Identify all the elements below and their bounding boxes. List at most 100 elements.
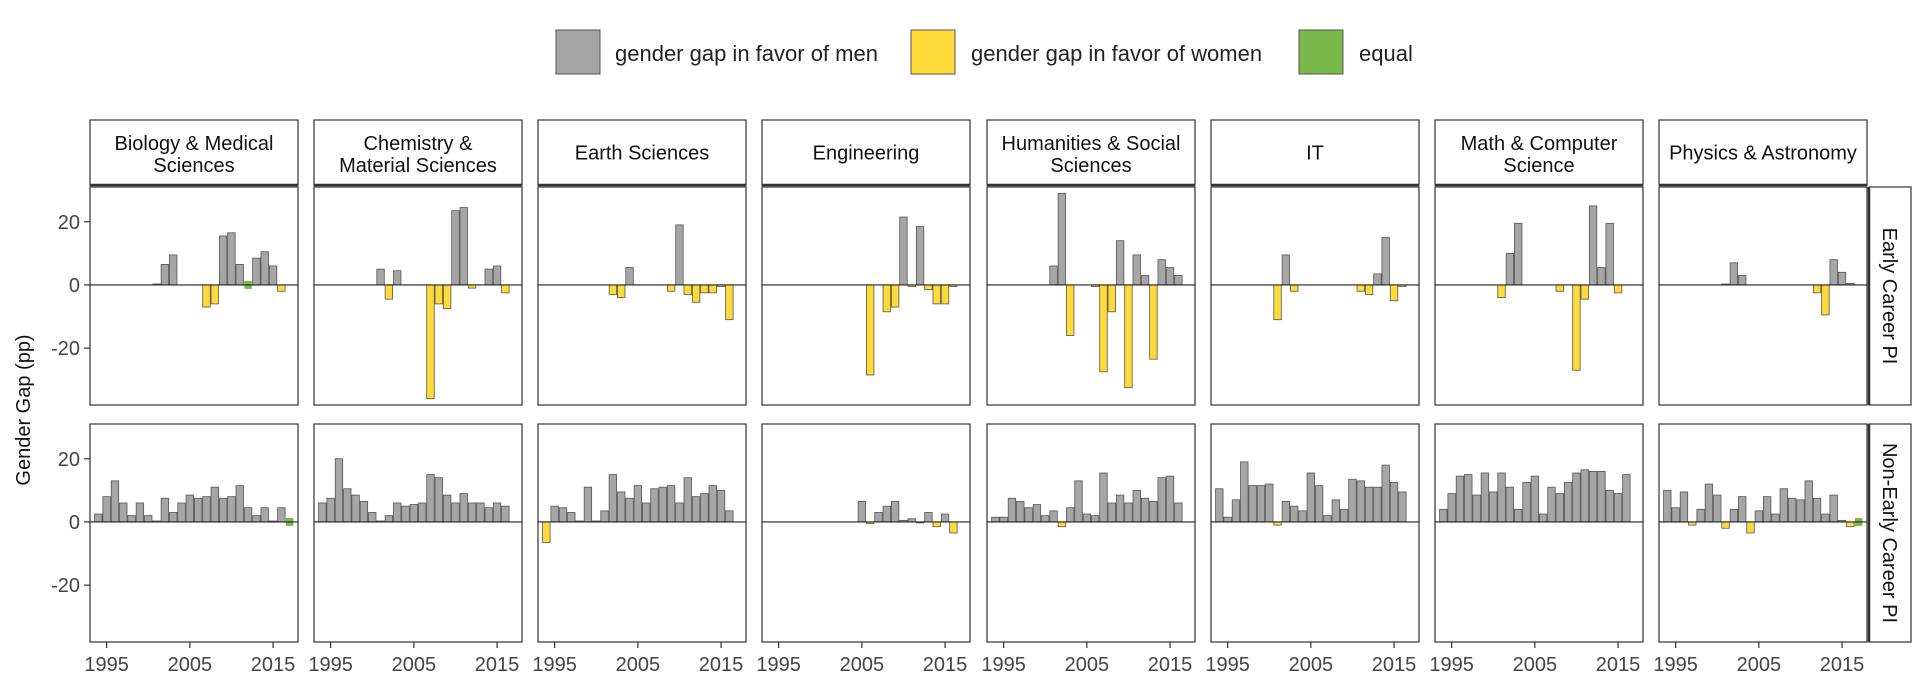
bar-men: [1771, 513, 1780, 523]
bar-women: [924, 284, 933, 291]
bar-men: [1447, 493, 1456, 523]
bar-women: [442, 284, 452, 310]
bar-men: [1240, 461, 1249, 523]
bar-men: [1605, 222, 1614, 286]
bar-men: [608, 474, 618, 523]
legend-key-men: [555, 29, 601, 75]
bar-men: [633, 485, 642, 523]
bar-men: [235, 485, 244, 523]
legend-key-women: [910, 29, 956, 75]
bar-women: [542, 521, 551, 543]
bar-men: [243, 507, 253, 523]
bar-women: [1572, 284, 1581, 371]
strip-row-label-0: Early Career PI: [1878, 228, 1900, 365]
bar-men: [642, 502, 651, 523]
bar-men: [1588, 470, 1598, 523]
x-tick-label: 2005: [168, 654, 213, 676]
bar-men: [484, 268, 493, 286]
bar-men: [376, 268, 385, 286]
bar-men: [550, 505, 559, 523]
bar-men: [202, 496, 211, 523]
panel-r1-c5: [1210, 423, 1420, 643]
panel-frame: [313, 423, 523, 643]
bar-men: [1331, 499, 1340, 523]
bar-men: [1729, 262, 1739, 286]
bar-men: [210, 486, 219, 523]
bar-men: [442, 494, 452, 523]
bar-women: [1721, 521, 1730, 529]
panel-r0-c0: [89, 186, 299, 406]
bar-men: [1489, 491, 1498, 523]
x-tick-label: 2005: [1737, 654, 1782, 676]
x-tick-label: 1995: [1205, 654, 1250, 676]
bar-men: [260, 251, 269, 286]
bar-women: [1746, 521, 1755, 534]
bar-women: [1364, 284, 1374, 295]
bar-men: [1663, 489, 1672, 523]
bar-men: [393, 502, 402, 523]
bar-men: [1265, 483, 1274, 523]
x-tick-label: 1995: [1653, 654, 1698, 676]
bar-men: [1671, 507, 1680, 523]
bar-men: [716, 489, 726, 523]
panel-frame: [761, 423, 971, 643]
bar-men: [1754, 510, 1763, 523]
strip-column-4: [986, 119, 1196, 186]
bar-men: [1472, 494, 1481, 523]
bar-men: [1339, 508, 1349, 523]
bar-men: [401, 505, 410, 523]
bar-men: [1763, 496, 1772, 523]
bar-women: [1555, 284, 1564, 292]
panel-r1-c6: [1434, 423, 1644, 643]
bar-men: [1140, 497, 1150, 523]
bar-men: [1364, 486, 1374, 523]
panel-frame: [1434, 423, 1644, 643]
bar-men: [1539, 513, 1548, 523]
bar-men: [1298, 510, 1307, 523]
bar-men: [252, 257, 261, 286]
bar-men: [1115, 494, 1125, 523]
panel-frame: [313, 186, 523, 406]
bar-men: [1174, 502, 1183, 523]
legend-label-women: gender gap in favor of women: [971, 41, 1262, 66]
bar-women: [1099, 284, 1108, 373]
panel-frame: [89, 186, 299, 406]
bar-men: [1248, 485, 1257, 523]
strip-column-label-6-0: Math & Computer: [1461, 133, 1618, 155]
bar-men: [1597, 267, 1606, 286]
bar-men: [94, 513, 103, 523]
bar-men: [235, 264, 244, 286]
bar-women: [683, 284, 692, 295]
bar-men: [1522, 482, 1531, 523]
bar-women: [202, 284, 211, 308]
bar-men: [1497, 472, 1506, 523]
bar-men: [940, 513, 950, 523]
bar-men: [1032, 504, 1042, 523]
bar-men: [1091, 515, 1100, 523]
strip-column-5: [1210, 119, 1420, 186]
panel-frame: [986, 423, 1196, 643]
bar-women: [700, 284, 709, 294]
bar-men: [343, 488, 352, 523]
bar-men: [1829, 259, 1838, 286]
bar-men: [252, 515, 261, 523]
bar-women: [1290, 284, 1299, 292]
bar-men: [1679, 491, 1689, 523]
bar-men: [393, 270, 402, 286]
panel-r1-c2: [537, 423, 747, 643]
panel-r0-c1: [313, 186, 523, 406]
bar-men: [384, 515, 394, 523]
bar-men: [691, 496, 701, 523]
bar-women: [1613, 284, 1623, 294]
bar-women: [1124, 284, 1133, 389]
strip-column-label-1-1: Material Sciences: [339, 155, 497, 177]
panel-r1-c3: [761, 423, 971, 643]
bar-men: [1738, 496, 1747, 523]
x-tick-label: 1995: [1429, 654, 1474, 676]
bar-men: [1174, 275, 1183, 286]
x-tick-label: 2015: [1820, 654, 1865, 676]
strip-column-label-7-0: Physics & Astronomy: [1669, 143, 1857, 165]
bar-women: [1273, 284, 1282, 321]
panel-r1-c1: [313, 423, 523, 643]
bar-women: [1497, 284, 1506, 298]
